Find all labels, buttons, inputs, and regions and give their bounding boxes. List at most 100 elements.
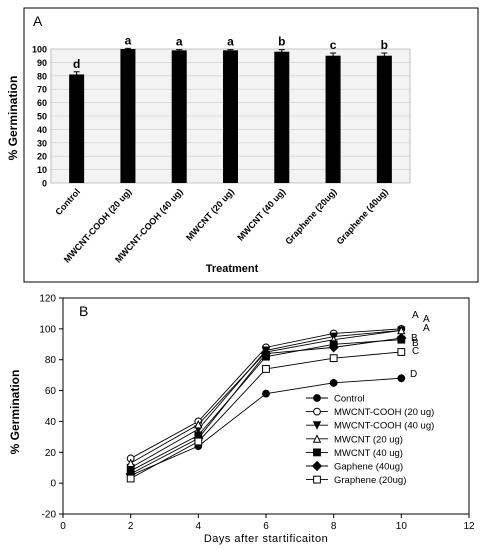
legend-label: Control [334, 394, 365, 405]
bar-y-tick-label: 80 [37, 71, 47, 81]
series-point [396, 333, 407, 344]
bar-y-tick-label: 0 [42, 179, 47, 189]
legend-marker [313, 448, 321, 457]
legend-label: MWCNT (40 ug) [334, 448, 403, 459]
series-point [397, 374, 406, 383]
x-tick-label: 6 [263, 521, 269, 532]
bar-category-label: MWCNT (40 ug) [235, 187, 287, 243]
y-tick-label: 0 [50, 479, 56, 490]
bar-y-tick-label: 40 [37, 125, 47, 135]
line-legend: Control MWCNT-COOH (20 ug) MWCNT-COOH (40 … [306, 394, 434, 486]
legend-marker [313, 394, 321, 402]
series-point [194, 419, 203, 429]
series-end-letter: A [412, 310, 419, 321]
line-y-axis-label: % Germination [8, 370, 22, 455]
y-tick-label: 120 [39, 294, 56, 305]
bar-significance-letter: a [125, 33, 132, 47]
bar-y-tick-label: 10 [37, 165, 47, 175]
bar-significance-letter: b [381, 38, 388, 52]
legend-label: MWCNT (20 ug) [334, 434, 403, 445]
x-tick-label: 4 [196, 521, 202, 532]
series-point [329, 378, 338, 387]
x-tick-label: 2 [128, 521, 134, 532]
legend-label: Graphene (20ug) [334, 475, 406, 486]
y-tick-label: -20 [42, 510, 57, 521]
bar [325, 55, 341, 184]
legend-label: Gaphene (40ug) [334, 462, 403, 473]
bar-significance-letter: a [176, 35, 183, 49]
bar-y-ticks: 0 10 20 30 40 50 60 70 80 90 100 [32, 45, 47, 189]
legend-marker [313, 475, 321, 484]
bar-significance-letter: a [227, 35, 234, 49]
legend-item: Graphene (20ug) [306, 475, 406, 486]
bar-category-label: MWCNT (20 ug) [184, 187, 236, 243]
bar [376, 55, 392, 184]
legend-item: MWCNT (20 ug) [306, 434, 403, 445]
legend-item: MWCNT-COOH (40 ug) [306, 421, 434, 432]
series-point [397, 348, 406, 356]
series-end-letter: B [411, 333, 418, 344]
x-tick-label: 0 [60, 521, 66, 532]
bar-y-tick-label: 30 [37, 138, 47, 148]
bar-x-axis-label: Treatment [206, 263, 259, 275]
bar-y-tick-label: 50 [37, 112, 47, 122]
bar-y-tick-label: 90 [37, 58, 47, 68]
bar-significance-letter: c [330, 38, 337, 52]
series-point [329, 354, 338, 363]
series-point [194, 437, 203, 446]
series-point [126, 458, 135, 467]
legend-label: MWCNT-COOH (20 ug) [334, 407, 434, 418]
line-plot-area [62, 297, 470, 515]
legend-label: MWCNT-COOH (40 ug) [334, 421, 434, 432]
bar-significance-letter: b [278, 35, 285, 49]
series-end-letter: A [423, 314, 430, 325]
series-point [262, 389, 270, 398]
bar-y-tick-label: 70 [37, 85, 47, 95]
x-tick-label: 8 [331, 521, 337, 532]
y-tick-label: 20 [45, 448, 57, 459]
series-point [126, 474, 135, 483]
panel-a-label: A [33, 13, 43, 29]
legend-marker [311, 460, 323, 472]
bar [274, 51, 290, 184]
bar [69, 74, 85, 183]
x-tick-label: 10 [396, 521, 408, 532]
y-tick-label: 100 [39, 324, 56, 335]
bar-y-tick-label: 60 [37, 98, 47, 108]
x-tick-label: 12 [463, 521, 475, 532]
y-tick-label: 60 [45, 386, 57, 397]
series-point [328, 342, 339, 353]
legend-marker [312, 421, 322, 430]
series-end-letter: A [423, 323, 430, 334]
series-end-letter: B [412, 338, 419, 349]
bar-category-label: Graphene (40ug) [335, 187, 390, 247]
series-end-letter: C [412, 346, 419, 357]
bar-y-axis-label: % Germination [6, 76, 20, 161]
bar-category-label: Graphene (20ug) [283, 187, 338, 247]
legend-item: MWCNT (40 ug) [306, 448, 403, 459]
bar-category-label: Control [53, 187, 82, 217]
panel-b-label: B [79, 303, 88, 319]
bar-chart-panel: A 0 10 20 30 40 50 60 70 80 90 100 d a a a b c b Control… [6, 7, 479, 283]
legend-item: Gaphene (40ug) [306, 460, 403, 473]
bar [120, 49, 136, 183]
bar-y-tick-label: 20 [37, 152, 47, 162]
line-series [125, 324, 407, 483]
bar-significance-letter: d [73, 57, 80, 71]
series [126, 348, 406, 483]
y-tick-label: 80 [45, 355, 57, 366]
y-tick-label: 40 [45, 417, 57, 428]
bar [223, 50, 238, 184]
bar-y-tick-label: 100 [32, 45, 47, 55]
legend-marker [313, 407, 321, 416]
legend-item: Control [306, 394, 365, 405]
bar [171, 50, 187, 184]
panel-a-border [23, 7, 479, 283]
line-x-axis-label: Days after startificaiton [204, 533, 328, 545]
series-point [260, 348, 272, 359]
series-point [262, 365, 270, 373]
